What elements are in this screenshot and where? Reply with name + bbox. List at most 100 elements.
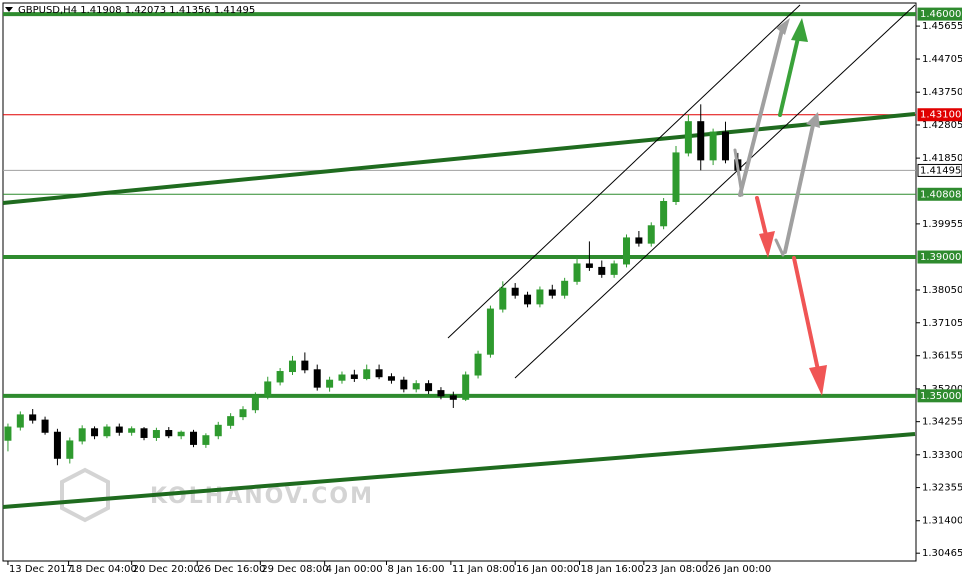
watermark-logo bbox=[60, 467, 110, 523]
y-tick-label: 1.38050 bbox=[922, 285, 962, 296]
candle-body bbox=[239, 409, 247, 418]
candle-body bbox=[387, 376, 395, 381]
candle-body bbox=[177, 431, 185, 437]
candle-body bbox=[4, 426, 12, 441]
levels: 1.46000 1.43100 1.41495 1.40808 1.39000 1.350… bbox=[3, 7, 962, 403]
candle-body bbox=[585, 263, 593, 268]
candle-body bbox=[326, 379, 334, 388]
candle-body bbox=[66, 440, 74, 459]
level-label-box bbox=[917, 250, 962, 264]
candle-body bbox=[449, 395, 457, 400]
candle-body bbox=[103, 426, 111, 437]
candle-body bbox=[276, 371, 284, 383]
candle-body bbox=[598, 266, 606, 275]
candle-body bbox=[623, 237, 631, 265]
candle-body bbox=[684, 121, 692, 154]
x-tick-label: 8 Jan 16:00 bbox=[388, 564, 445, 575]
menu-triangle bbox=[5, 7, 13, 12]
candle-body bbox=[412, 383, 420, 390]
level-label: 1.35000 bbox=[920, 391, 961, 402]
candle-body bbox=[635, 237, 643, 244]
candle-body bbox=[202, 435, 210, 445]
ticks: 1.45655 1.44705 1.43750 1.42805 1.41850 1.399… bbox=[7, 21, 962, 575]
candle-body bbox=[697, 121, 705, 161]
x-tick-label: 13 Dec 2017 bbox=[9, 564, 73, 575]
candle-body bbox=[251, 395, 259, 411]
candle-body bbox=[536, 289, 544, 305]
x-tick-label: 26 Jan 00:00 bbox=[708, 564, 771, 575]
y-tick-label: 1.36155 bbox=[922, 351, 962, 362]
x-tick-label: 16 Jan 00:00 bbox=[516, 564, 579, 575]
x-tick-label: 23 Jan 08:00 bbox=[645, 564, 708, 575]
candle-body bbox=[610, 263, 618, 275]
y-tick-label: 1.41850 bbox=[922, 153, 962, 164]
candle-body bbox=[462, 374, 470, 400]
y-tick-label: 1.44705 bbox=[922, 54, 962, 65]
candle-body bbox=[227, 416, 235, 426]
level-label: 1.40808 bbox=[920, 189, 961, 200]
candle-body bbox=[647, 225, 655, 244]
candle-body bbox=[165, 430, 173, 437]
candle-body bbox=[709, 131, 717, 161]
candle-body bbox=[91, 428, 99, 437]
candle-body bbox=[486, 308, 494, 355]
y-tick-label: 1.43750 bbox=[922, 87, 962, 98]
chart-title: GBPUSD,H4 1.41908 1.42073 1.41356 1.4149… bbox=[18, 5, 255, 16]
candle-body bbox=[375, 369, 383, 378]
candle-body bbox=[499, 287, 507, 310]
x-tick-label: 18 Jan 16:00 bbox=[581, 564, 644, 575]
candle-body bbox=[511, 287, 519, 296]
y-tick-label: 1.34255 bbox=[922, 417, 962, 428]
candle-body bbox=[524, 294, 532, 305]
candle-body bbox=[152, 430, 160, 438]
candle-body bbox=[350, 374, 358, 379]
candle-body bbox=[721, 131, 729, 161]
x-tick-label: 18 Dec 04:00 bbox=[70, 564, 137, 575]
candle-body bbox=[425, 383, 433, 392]
plot-frame bbox=[2, 2, 917, 562]
arrows bbox=[733, 18, 827, 396]
candle-body bbox=[338, 374, 346, 381]
y-tick-label: 1.39955 bbox=[922, 219, 962, 230]
x-tick-label: 26 Dec 16:00 bbox=[198, 564, 265, 575]
candle-body bbox=[16, 414, 24, 428]
candle-body bbox=[53, 431, 61, 459]
x-tick-label: 20 Dec 20:00 bbox=[133, 564, 200, 575]
y-tick-label: 1.45655 bbox=[922, 21, 962, 32]
y-tick-label: 1.37105 bbox=[922, 318, 962, 329]
y-tick-label: 1.42805 bbox=[922, 120, 962, 131]
candle-body bbox=[548, 289, 556, 296]
trend-lines bbox=[2, 4, 916, 509]
candle-body bbox=[140, 428, 148, 438]
candle-body bbox=[115, 426, 123, 433]
y-tick-label: 1.30465 bbox=[922, 548, 962, 559]
candle-body bbox=[301, 360, 309, 371]
candle-body bbox=[128, 428, 136, 433]
x-tick-label: 29 Dec 08:00 bbox=[261, 564, 328, 575]
level-label: 1.39000 bbox=[920, 252, 961, 263]
y-tick-label: 1.31400 bbox=[922, 516, 962, 527]
candle-body bbox=[363, 369, 371, 379]
x-tick-label: 4 Jan 00:00 bbox=[326, 564, 383, 575]
candles bbox=[4, 104, 742, 466]
level-label-box bbox=[917, 187, 962, 201]
candle-body bbox=[561, 280, 569, 296]
candle-body bbox=[474, 353, 482, 376]
candle-body bbox=[288, 360, 296, 373]
candle-body bbox=[264, 381, 272, 397]
level-label-box bbox=[917, 7, 962, 21]
candle-body bbox=[573, 263, 581, 282]
level-label-box bbox=[917, 108, 962, 122]
candle-body bbox=[672, 152, 680, 202]
candle-body bbox=[660, 200, 668, 227]
y-tick-label: 1.33300 bbox=[922, 450, 962, 461]
candle-body bbox=[214, 424, 222, 437]
level-label: 1.46000 bbox=[920, 9, 961, 20]
candle-body bbox=[313, 369, 321, 388]
x-tick-label: 11 Jan 08:00 bbox=[452, 564, 515, 575]
level-label: 1.43100 bbox=[920, 110, 961, 121]
candle-body bbox=[400, 379, 408, 390]
level-label-box bbox=[917, 163, 962, 177]
